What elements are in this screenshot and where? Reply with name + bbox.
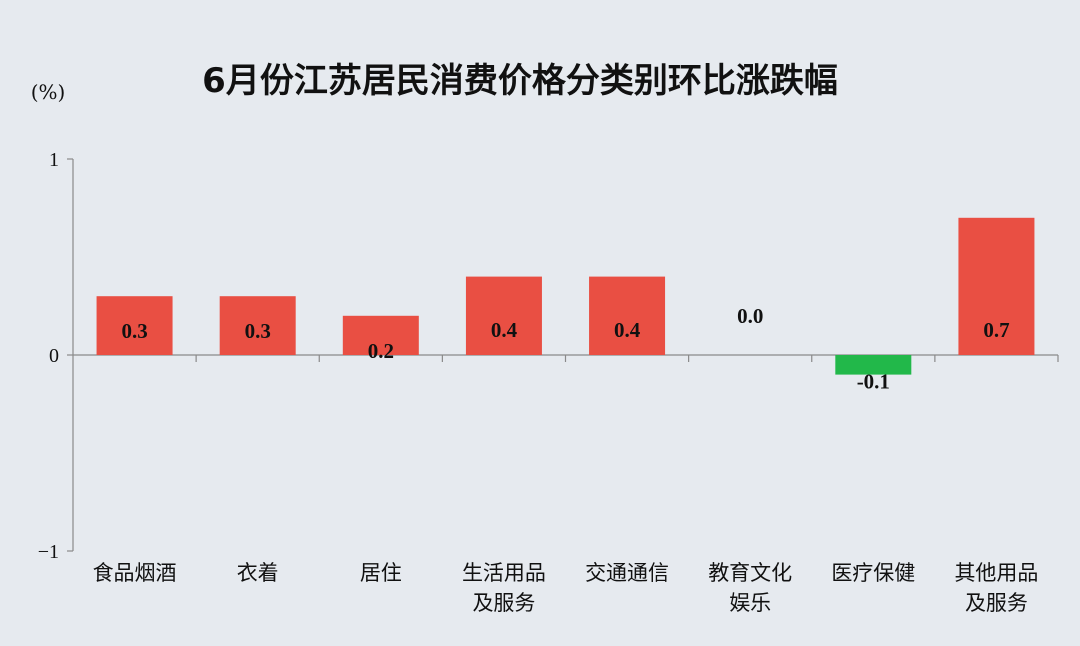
data-label: 0.3	[245, 319, 271, 343]
data-label: 0.7	[983, 318, 1009, 342]
data-labels: 0.3 0.3 0.2 0.4 0.4 0.0 -0.1 0.7	[121, 304, 1009, 394]
x-tick-label: 居住	[360, 561, 402, 585]
data-label: 0.4	[614, 318, 641, 342]
x-tick-label: 教育文化娱乐	[708, 561, 792, 615]
bar	[342, 315, 419, 355]
y-unit-label: (%)	[31, 80, 66, 104]
bars	[96, 217, 1035, 375]
bar	[589, 276, 666, 355]
data-label: 0.3	[121, 319, 147, 343]
bar	[219, 296, 296, 355]
y-ticks: 1 0 −1	[38, 149, 73, 563]
x-tick-label: 交通通信	[585, 561, 669, 585]
chart-title: 6月份江苏居民消费价格分类别环比涨跌幅	[202, 61, 838, 101]
x-ticks: 食品烟酒 衣着 居住 生活用品及服务 交通通信 教育文化娱乐 医疗保健 其他用品及服务	[93, 355, 1059, 615]
data-label: 0.2	[368, 339, 394, 363]
data-label: -0.1	[857, 370, 890, 394]
bar	[96, 296, 173, 355]
y-tick-label: 0	[49, 345, 59, 367]
bar	[465, 276, 542, 355]
x-tick-label: 食品烟酒	[93, 561, 177, 585]
x-tick-label: 生活用品及服务	[462, 561, 546, 615]
y-tick-label: −1	[38, 541, 59, 563]
data-label: 0.0	[737, 304, 763, 328]
x-tick-label: 衣着	[237, 561, 279, 585]
bar	[835, 355, 912, 375]
bar	[958, 217, 1035, 355]
x-tick-label: 其他用品及服务	[954, 561, 1038, 615]
x-tick-label: 医疗保健	[831, 561, 915, 585]
data-label: 0.4	[491, 318, 518, 342]
y-tick-label: 1	[49, 149, 59, 171]
